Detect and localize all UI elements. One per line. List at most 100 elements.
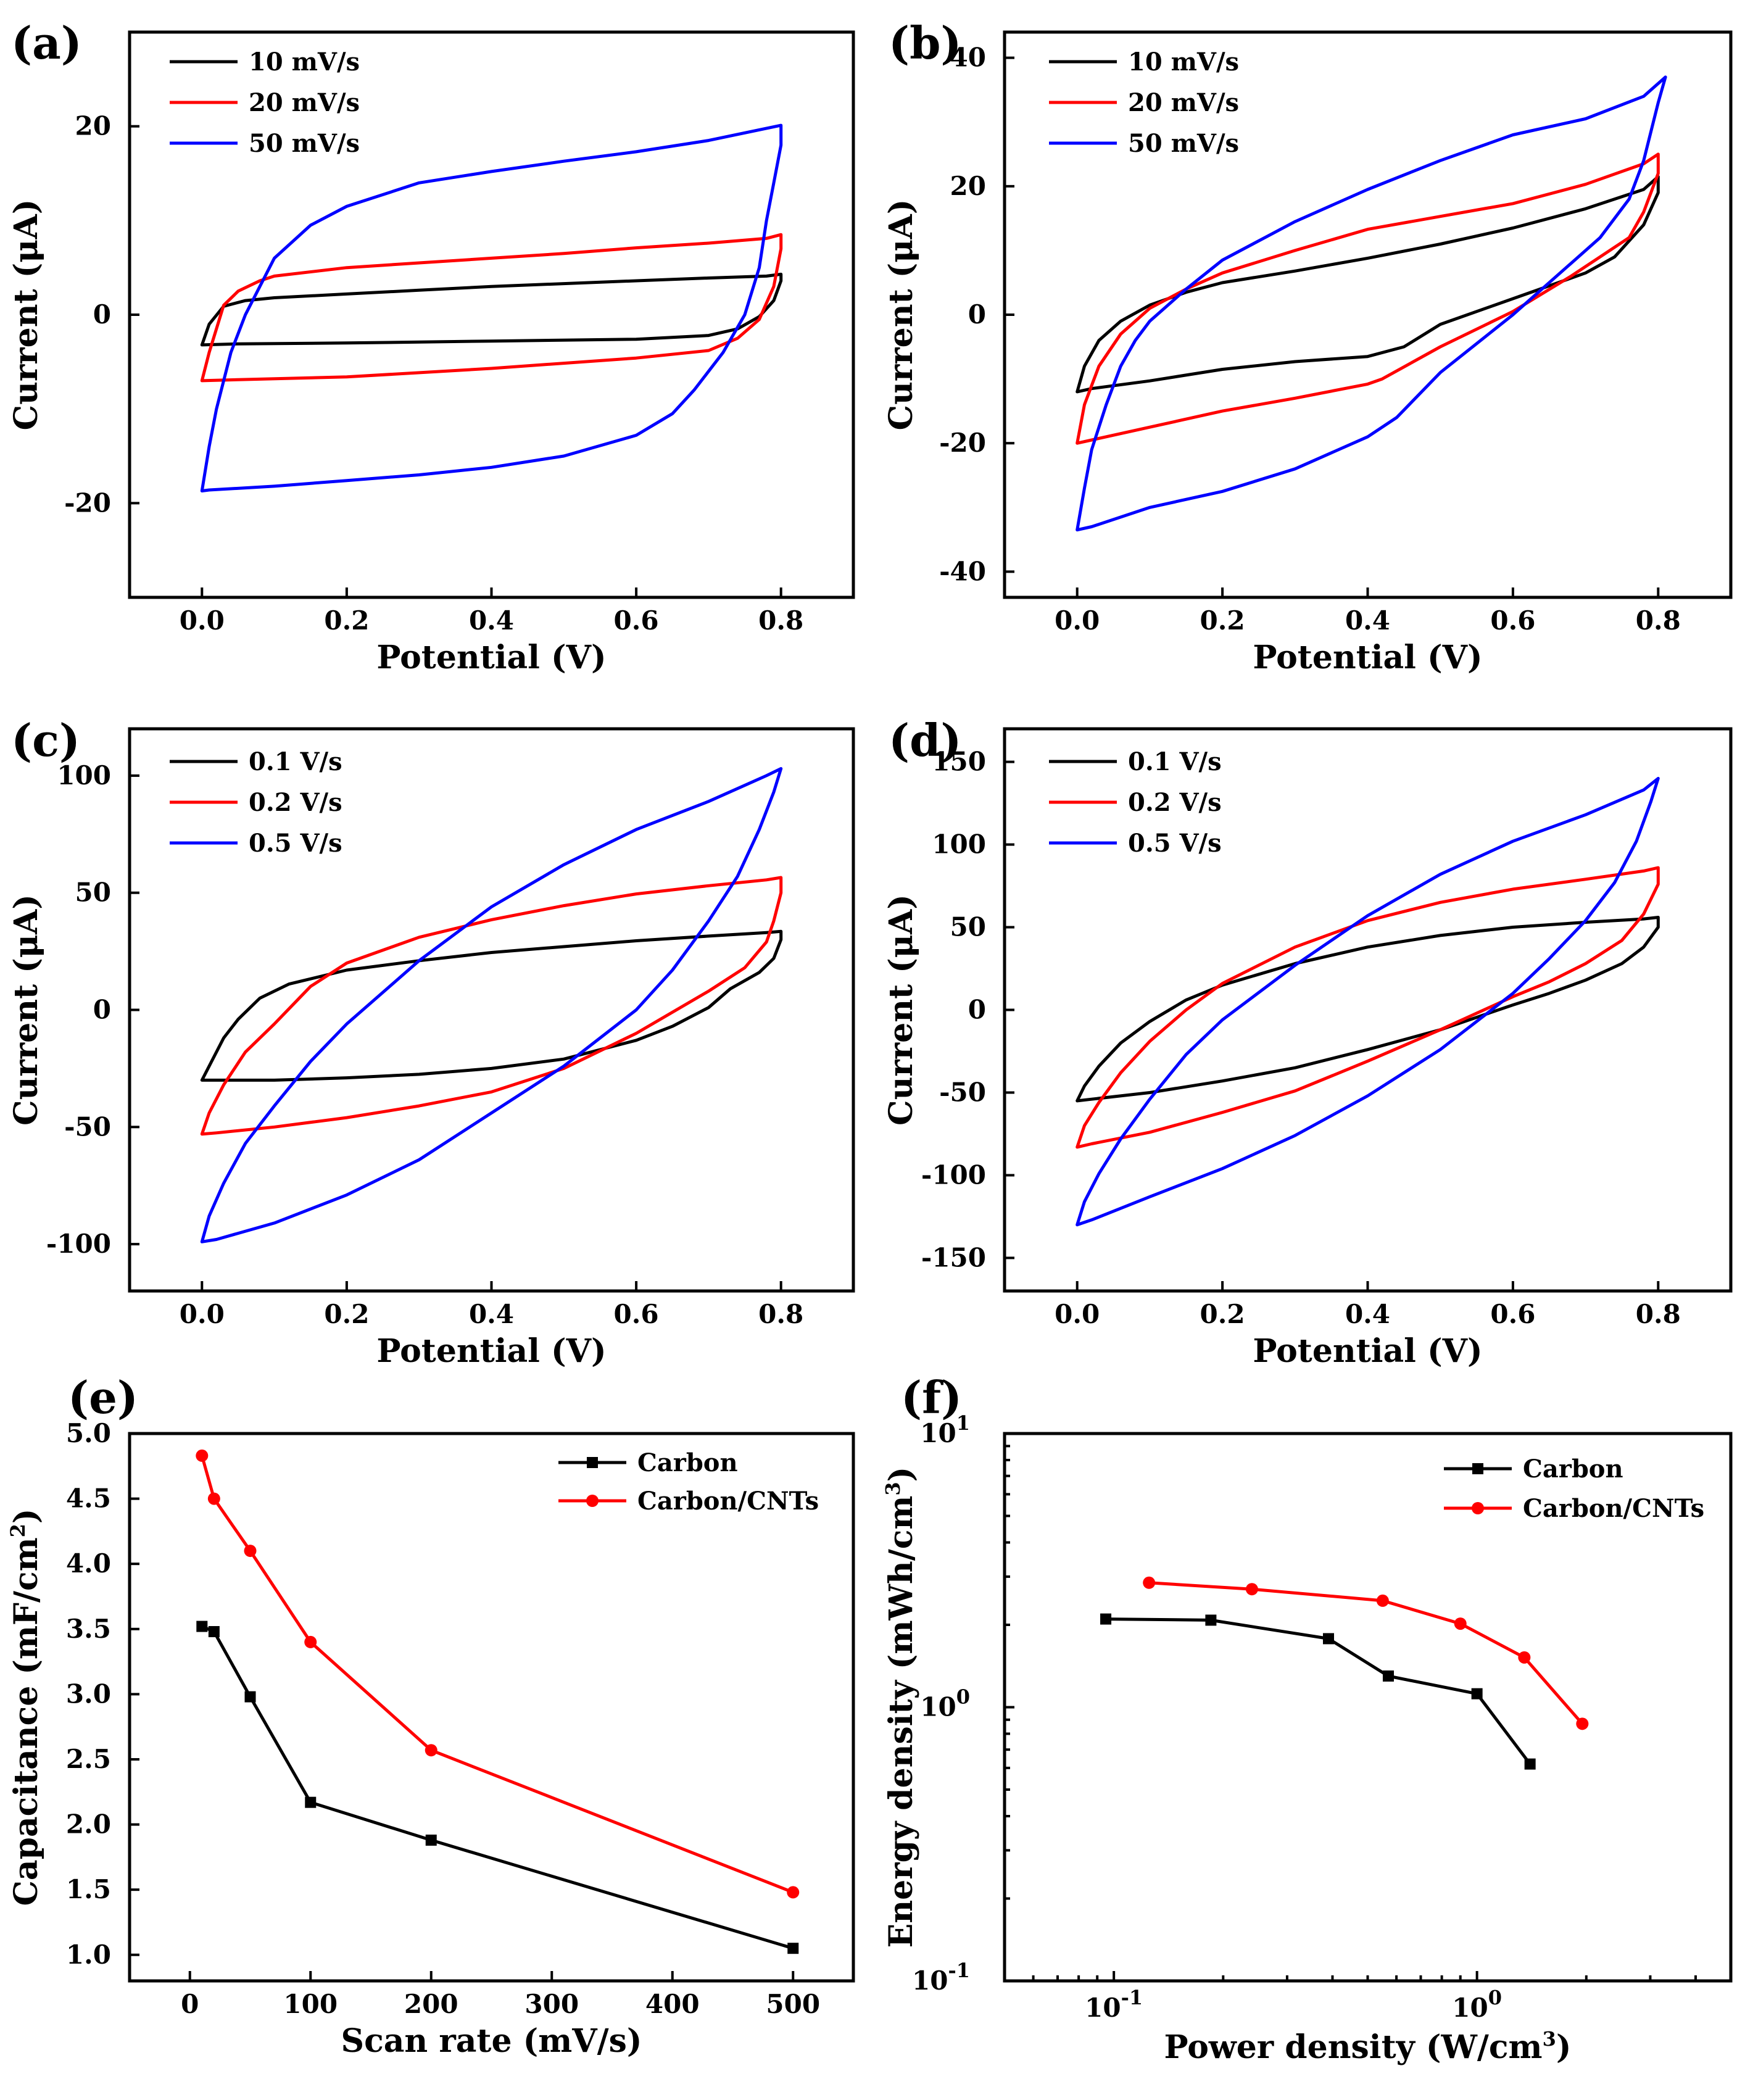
x-axis-title: Potential (V) xyxy=(1253,1332,1482,1370)
legend-label-carbon: Carbon xyxy=(1523,1455,1623,1484)
x-tick-label: 0.0 xyxy=(1055,605,1100,636)
y-tick-label: 50 xyxy=(75,878,111,908)
x-tick-label: 400 xyxy=(645,1989,700,2019)
data-point-carbon xyxy=(425,1834,437,1846)
x-tick-label: 300 xyxy=(524,1989,579,2019)
panel-label: (b) xyxy=(889,17,961,69)
legend-label-0-2-v-s: 0.2 V/s xyxy=(249,788,342,817)
data-point-carbon-cnts xyxy=(244,1545,257,1558)
series-line-carbon-cnts xyxy=(200,1455,794,1894)
y-tick-label: 4.0 xyxy=(66,1548,111,1579)
chart-panel-b: (b) 0.0 0.2 0.4 0.6 0.8 -40 -20 0 20 40 Potential (… xyxy=(882,17,1733,676)
x-tick-label: 10-1 xyxy=(1085,1986,1143,2023)
x-tick-label: 0.6 xyxy=(614,605,659,636)
x-tick-label: 500 xyxy=(766,1989,820,2019)
legend-label-10-mv-s: 10 mV/s xyxy=(249,48,360,77)
plot-frame xyxy=(1003,30,1733,599)
y-tick-label: 2.5 xyxy=(66,1744,111,1774)
y-tick-label: 100 xyxy=(932,829,986,860)
series-line-50-mv-s xyxy=(200,123,783,492)
legend-label-0-5-v-s: 0.5 V/s xyxy=(1128,829,1222,858)
y-tick-label: 2.0 xyxy=(66,1809,111,1840)
x-tick-label: 0.0 xyxy=(180,605,225,636)
panel-label: (d) xyxy=(889,714,961,766)
data-point-carbon xyxy=(208,1626,220,1638)
y-tick-label: 0 xyxy=(968,299,986,330)
y-tick-label: 101 xyxy=(920,1411,970,1448)
data-point-carbon-cnts xyxy=(1143,1576,1156,1589)
legend-label-carbon-cnts: Carbon/CNTs xyxy=(1523,1494,1704,1523)
series-line-0-5-v-s xyxy=(1076,776,1660,1227)
y-tick-label: 20 xyxy=(950,171,986,201)
y-tick-label: -40 xyxy=(939,556,986,586)
x-axis-title: Potential (V) xyxy=(376,639,606,676)
series-line-carbon xyxy=(1105,1617,1532,1766)
data-point-carbon-cnts xyxy=(1376,1594,1389,1607)
series-line-0-2-v-s xyxy=(200,876,783,1136)
y-tick-label: 40 xyxy=(950,43,986,73)
legend-label-0-1-v-s: 0.1 V/s xyxy=(249,747,342,776)
y-tick-label: 0 xyxy=(93,995,111,1025)
legend-label-carbon: Carbon xyxy=(637,1448,738,1477)
chart-panel-f: (f) 10-1 100 10-1 100 101 Power density (W/cm3… xyxy=(881,1371,1733,2066)
data-point-carbon xyxy=(1382,1670,1394,1682)
y-tick-label: -150 xyxy=(921,1242,986,1272)
x-axis-title: Potential (V) xyxy=(376,1332,606,1370)
data-point-carbon-cnts xyxy=(207,1492,220,1505)
data-point-carbon xyxy=(787,1943,799,1954)
y-axis-title: Current (μA) xyxy=(7,199,45,431)
y-tick-label: -20 xyxy=(939,428,986,458)
chart-panel-d: (d) 0.0 0.2 0.4 0.6 0.8 -150 -100 -50 0 50 100 150 Po… xyxy=(882,714,1733,1370)
panel-label: (f) xyxy=(901,1371,962,1424)
y-tick-label: 20 xyxy=(75,111,111,141)
y-tick-label: -50 xyxy=(939,1077,986,1107)
x-tick-label: 0.0 xyxy=(1055,1299,1100,1329)
y-tick-label: 10-1 xyxy=(912,1959,970,1996)
chart-panel-a: (a) 0.0 0.2 0.4 0.6 0.8 -20 0 20 Potential (V) Cur… xyxy=(7,17,855,676)
y-tick-label: -100 xyxy=(921,1160,986,1190)
y-tick-label: 1.0 xyxy=(66,1940,111,1970)
series-line-50-mv-s xyxy=(1076,75,1667,532)
legend-label-50-mv-s: 50 mV/s xyxy=(1128,129,1239,158)
plot-frame xyxy=(128,1432,855,1983)
data-point-carbon-cnts xyxy=(304,1635,317,1648)
y-tick-label: 0 xyxy=(93,299,111,330)
y-tick-label: 150 xyxy=(932,747,986,777)
x-tick-label: 0 xyxy=(181,1989,199,2019)
chart-panel-e: (e) 0 100 200 300 400 500 1.0 1.5 2.0 2.5 3.0 3.5 4.0… xyxy=(6,1371,855,2060)
panel-label: (a) xyxy=(11,17,82,69)
x-tick-label: 0.0 xyxy=(180,1299,225,1329)
series-line-20-mv-s xyxy=(1076,152,1660,445)
x-tick-label: 200 xyxy=(404,1989,458,2019)
series-line-0-1-v-s xyxy=(200,929,783,1082)
data-point-carbon xyxy=(305,1796,317,1808)
series-line-carbon-cnts xyxy=(1149,1581,1584,1725)
x-axis-title: Scan rate (mV/s) xyxy=(341,2022,642,2060)
data-point-carbon xyxy=(1205,1614,1217,1626)
panel-label: (c) xyxy=(11,714,80,766)
plot-frame xyxy=(1003,727,1733,1293)
y-tick-label: 5.0 xyxy=(66,1418,111,1448)
legend-label-carbon-cnts: Carbon/CNTs xyxy=(637,1487,819,1516)
y-tick-label: 100 xyxy=(57,760,111,791)
data-point-carbon xyxy=(1524,1758,1536,1770)
y-tick-label: 3.0 xyxy=(66,1679,111,1709)
x-tick-label: 0.6 xyxy=(614,1299,659,1329)
series-line-0-1-v-s xyxy=(1076,916,1660,1103)
y-tick-label: 0 xyxy=(968,995,986,1025)
x-tick-label: 0.8 xyxy=(1636,605,1681,636)
y-tick-label: -100 xyxy=(46,1229,111,1259)
data-point-carbon xyxy=(1100,1613,1112,1625)
x-axis-title: Power density (W/cm3) xyxy=(1164,2027,1572,2066)
series-line-0-2-v-s xyxy=(1076,866,1660,1149)
legend-label-50-mv-s: 50 mV/s xyxy=(249,129,360,158)
y-tick-label: 3.5 xyxy=(66,1614,111,1644)
x-tick-label: 0.6 xyxy=(1490,1299,1535,1329)
data-point-carbon xyxy=(1322,1633,1334,1645)
data-point-carbon xyxy=(244,1691,256,1703)
legend-label-10-mv-s: 10 mV/s xyxy=(1128,48,1239,77)
x-tick-label: 0.4 xyxy=(1345,605,1390,636)
y-tick-label: 1.5 xyxy=(66,1874,111,1904)
data-point-carbon-cnts xyxy=(425,1744,437,1757)
